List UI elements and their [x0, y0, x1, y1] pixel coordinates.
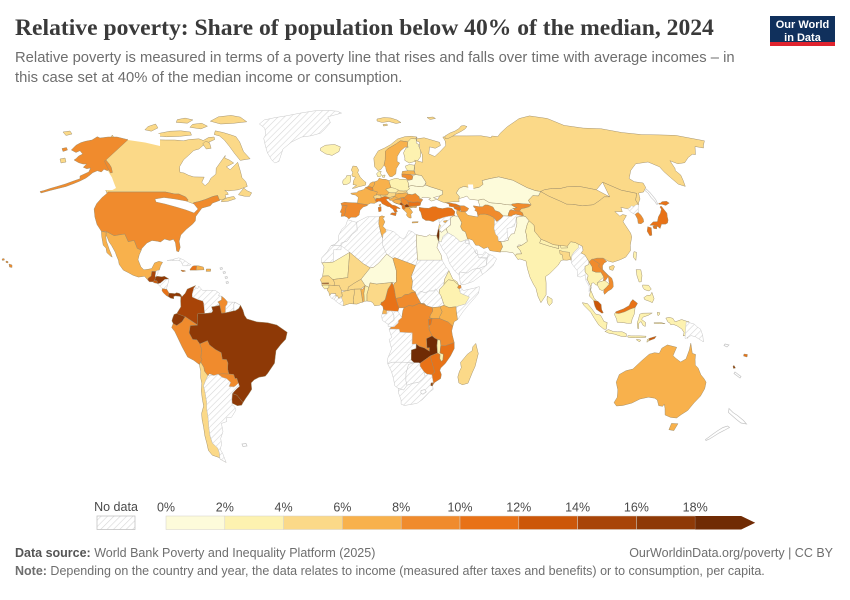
svg-text:14%: 14% [565, 501, 590, 515]
svg-text:8%: 8% [392, 501, 410, 515]
svg-text:No data: No data [94, 500, 138, 514]
svg-text:6%: 6% [333, 501, 351, 515]
svg-text:16%: 16% [624, 501, 649, 515]
svg-text:12%: 12% [506, 501, 531, 515]
svg-text:0%: 0% [157, 501, 175, 515]
svg-text:18%: 18% [683, 501, 708, 515]
svg-text:2%: 2% [216, 501, 234, 515]
svg-text:4%: 4% [275, 501, 293, 515]
svg-text:10%: 10% [447, 501, 472, 515]
